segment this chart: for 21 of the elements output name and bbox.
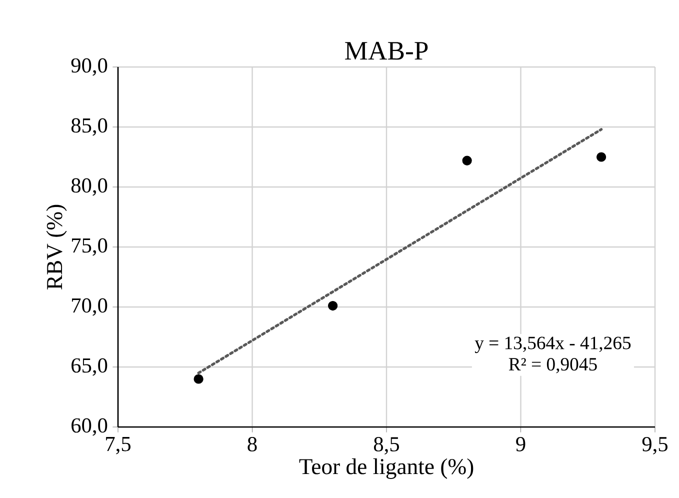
- y-tick-label: 60,0: [72, 418, 108, 436]
- x-tick-label: 8,5: [374, 437, 399, 454]
- x-tick-label: 7,5: [106, 437, 130, 454]
- point: [462, 156, 472, 166]
- chart-title: MAB-P: [345, 42, 428, 60]
- y-tick-label: 65,0: [72, 358, 108, 376]
- annotation: y = 13,564x - 41,265: [474, 336, 631, 354]
- y-tick-label: 80,0: [71, 178, 108, 196]
- y-tick-label: 75,0: [72, 238, 108, 256]
- annotation: R² = 0,9045: [508, 358, 597, 374]
- x-tick-label: 9: [516, 437, 526, 452]
- y-tick-label: 85,0: [71, 118, 108, 136]
- y-tick-label: 70,0: [72, 298, 108, 316]
- point: [328, 300, 338, 311]
- x-tick-label: 9,5: [642, 437, 668, 454]
- x-axis-title: Teor de ligante (%): [299, 458, 474, 479]
- y-tick-label: 90,0: [71, 58, 108, 76]
- y-axis-title: RBV (%): [46, 204, 67, 290]
- point: [596, 152, 606, 162]
- point: [194, 374, 204, 384]
- x-tick-label: 8: [248, 437, 257, 452]
